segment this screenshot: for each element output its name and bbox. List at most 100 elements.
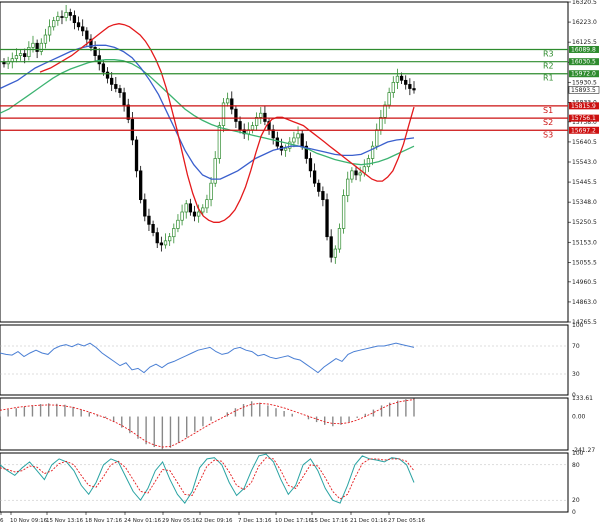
x-tick-label: 21 Dec 01:16 bbox=[350, 518, 387, 524]
stochastic-y-tick-label: 80 bbox=[572, 462, 580, 469]
candle-body bbox=[168, 236, 172, 242]
candle-body bbox=[85, 30, 89, 40]
macd-panel: 133.61 0.00 -241.27 bbox=[0, 395, 595, 454]
main-y-tick-label: 15738.0 bbox=[572, 119, 597, 126]
candle-body bbox=[296, 133, 300, 139]
candle-body bbox=[201, 207, 205, 213]
x-tick-label: 24 Nov 01:16 bbox=[124, 518, 162, 524]
rsi-y-tick-label: 0 bbox=[572, 392, 576, 399]
candle-body bbox=[93, 47, 97, 56]
candle-body bbox=[325, 199, 329, 238]
main-y-tick-label: 16320.5 bbox=[572, 0, 597, 6]
candle-body bbox=[159, 242, 164, 246]
candle-body bbox=[39, 42, 43, 52]
main-y-tick-label: 15348.0 bbox=[572, 199, 597, 206]
x-tick-label: 27 Dec 05:16 bbox=[388, 518, 425, 524]
candle-body bbox=[60, 16, 64, 18]
x-tick-label: 10 Dec 17:16 bbox=[275, 518, 312, 524]
ma-blue-line bbox=[0, 44, 415, 180]
candle-body bbox=[14, 55, 19, 60]
candle-body bbox=[89, 38, 93, 48]
candle-body bbox=[192, 211, 197, 217]
stochastic-y-tick-label: 0 bbox=[572, 509, 576, 516]
candle-body bbox=[308, 158, 313, 172]
candle-body bbox=[366, 158, 371, 168]
candle-body bbox=[147, 215, 151, 225]
candle-body bbox=[391, 82, 395, 93]
candle-body bbox=[196, 211, 201, 217]
main-y-tick-label: 15930.5 bbox=[572, 79, 597, 86]
candle-body bbox=[122, 92, 126, 106]
main-y-tick-label: 16125.5 bbox=[572, 39, 597, 46]
candle-body bbox=[184, 203, 188, 213]
rsi-panel-frame bbox=[0, 324, 569, 396]
current-price-box bbox=[568, 86, 600, 94]
x-tick-label: 15 Nov 13:16 bbox=[46, 518, 84, 524]
stochastic-panel-frame bbox=[0, 452, 569, 513]
candle-body bbox=[101, 63, 106, 73]
level-price-label-r2: 16030.5 bbox=[571, 59, 596, 66]
candle-body bbox=[134, 139, 139, 172]
main-price-panel: 16320.516223.016125.516028.015930.515833… bbox=[0, 0, 600, 326]
stochastic-y-tick-label: 100 bbox=[572, 450, 584, 457]
candle-body bbox=[64, 12, 68, 18]
ma-red-line bbox=[39, 23, 415, 223]
candle-body bbox=[81, 26, 85, 32]
candle-body bbox=[209, 182, 213, 201]
candle-body bbox=[76, 22, 81, 28]
level-price-box-r1 bbox=[569, 70, 599, 78]
main-y-tick-label: 15153.0 bbox=[572, 239, 597, 246]
candle-body bbox=[395, 75, 400, 83]
main-y-tick-label: 16223.0 bbox=[572, 19, 597, 26]
candle-body bbox=[163, 240, 168, 246]
candle-body bbox=[217, 125, 222, 159]
candle-body bbox=[254, 116, 259, 126]
candle-body bbox=[139, 170, 143, 201]
main-y-tick-label: 15055.5 bbox=[572, 259, 597, 266]
stochastic-d-line bbox=[0, 457, 415, 500]
candle-body bbox=[56, 16, 60, 21]
level-price-label-s2: 15756.1 bbox=[571, 115, 596, 122]
stochastic-panel: 100 80 20 0 bbox=[0, 450, 584, 516]
current-price-label: 15893.5 bbox=[571, 87, 596, 94]
candle-body bbox=[271, 129, 275, 139]
x-tick-label: 2 Dec 09:16 bbox=[199, 518, 233, 524]
macd-panel-frame bbox=[0, 397, 569, 451]
candle-body bbox=[23, 53, 27, 57]
candle-body bbox=[72, 15, 77, 24]
candle-body bbox=[234, 108, 238, 122]
candle-body bbox=[283, 147, 288, 151]
x-tick-label: 29 Nov 05:16 bbox=[162, 518, 200, 524]
candle-body bbox=[114, 84, 118, 89]
main-y-tick-label: 14960.5 bbox=[572, 279, 597, 286]
candle-body bbox=[118, 88, 122, 93]
rsi-y-tick-label: 70 bbox=[572, 343, 580, 350]
ma-green-line bbox=[0, 59, 415, 166]
candle-body bbox=[259, 112, 263, 118]
level-price-label-r3: 16089.8 bbox=[571, 46, 596, 53]
candle-body bbox=[105, 71, 110, 79]
level-price-box-s2 bbox=[569, 114, 599, 122]
candle-body bbox=[68, 12, 72, 16]
candle-body bbox=[383, 104, 387, 118]
rsi-y-tick-label: 30 bbox=[572, 371, 580, 378]
candle-body bbox=[379, 116, 383, 131]
level-price-box-s1 bbox=[569, 102, 599, 110]
candle-body bbox=[250, 125, 255, 131]
candle-body bbox=[180, 211, 184, 221]
candle-body bbox=[337, 228, 342, 250]
level-price-label-s3: 15697.2 bbox=[571, 127, 596, 134]
candle-body bbox=[317, 182, 321, 192]
candle-body bbox=[143, 199, 147, 217]
candle-body bbox=[31, 42, 35, 48]
candle-body bbox=[321, 191, 325, 201]
candle-body bbox=[292, 137, 296, 143]
candle-body bbox=[176, 219, 180, 229]
main-y-tick-label: 14765.5 bbox=[572, 319, 597, 326]
candle-body bbox=[225, 98, 230, 104]
main-y-tick-label: 15640.5 bbox=[572, 139, 597, 146]
candle-body bbox=[263, 112, 267, 122]
candle-body bbox=[354, 170, 358, 176]
candle-body bbox=[221, 102, 226, 126]
candle-body bbox=[404, 79, 408, 85]
